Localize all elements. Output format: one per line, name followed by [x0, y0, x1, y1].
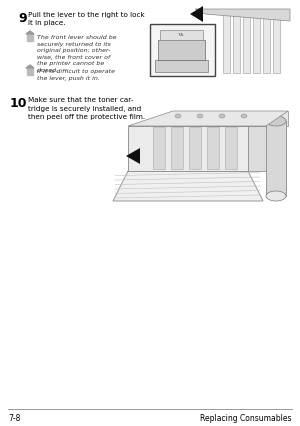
- Polygon shape: [128, 127, 248, 172]
- Text: Replacing Consumables: Replacing Consumables: [200, 413, 292, 422]
- Bar: [189, 128, 201, 170]
- Text: 7-8: 7-8: [8, 413, 20, 422]
- Ellipse shape: [197, 115, 203, 119]
- Polygon shape: [195, 10, 290, 22]
- Bar: [27, 35, 33, 42]
- Text: 9: 9: [18, 12, 27, 25]
- Bar: [150, 25, 215, 77]
- Text: Pull the lever to the right to lock
it in place.: Pull the lever to the right to lock it i…: [28, 12, 145, 26]
- Bar: [225, 128, 237, 170]
- Bar: [153, 128, 165, 170]
- Bar: [263, 12, 270, 74]
- Polygon shape: [26, 66, 34, 69]
- Text: Make sure that the toner car-
tridge is securely installed, and
then peel off th: Make sure that the toner car- tridge is …: [28, 97, 145, 120]
- Polygon shape: [248, 127, 266, 172]
- Ellipse shape: [266, 192, 286, 201]
- Bar: [207, 128, 219, 170]
- Bar: [223, 12, 230, 74]
- Ellipse shape: [175, 115, 181, 119]
- Text: The front lever should be
securely returned to its
original position; other-
wis: The front lever should be securely retur…: [37, 35, 117, 73]
- Bar: [158, 41, 205, 61]
- Text: T.A.: T.A.: [177, 33, 184, 37]
- Bar: [27, 69, 33, 76]
- Text: 10: 10: [10, 97, 28, 110]
- Bar: [273, 12, 280, 74]
- Polygon shape: [126, 149, 140, 164]
- Bar: [155, 61, 208, 73]
- Polygon shape: [26, 32, 34, 35]
- Bar: [171, 128, 183, 170]
- Ellipse shape: [241, 115, 247, 119]
- Bar: [243, 12, 250, 74]
- Bar: [233, 12, 240, 74]
- Bar: [266, 122, 286, 196]
- Polygon shape: [113, 172, 263, 201]
- Polygon shape: [190, 7, 203, 23]
- Ellipse shape: [266, 117, 286, 127]
- Bar: [253, 12, 260, 74]
- Bar: [160, 31, 203, 41]
- Text: If it is difficult to operate
the lever, push it in.: If it is difficult to operate the lever,…: [37, 69, 115, 81]
- Polygon shape: [173, 112, 288, 127]
- Polygon shape: [128, 112, 288, 127]
- Ellipse shape: [219, 115, 225, 119]
